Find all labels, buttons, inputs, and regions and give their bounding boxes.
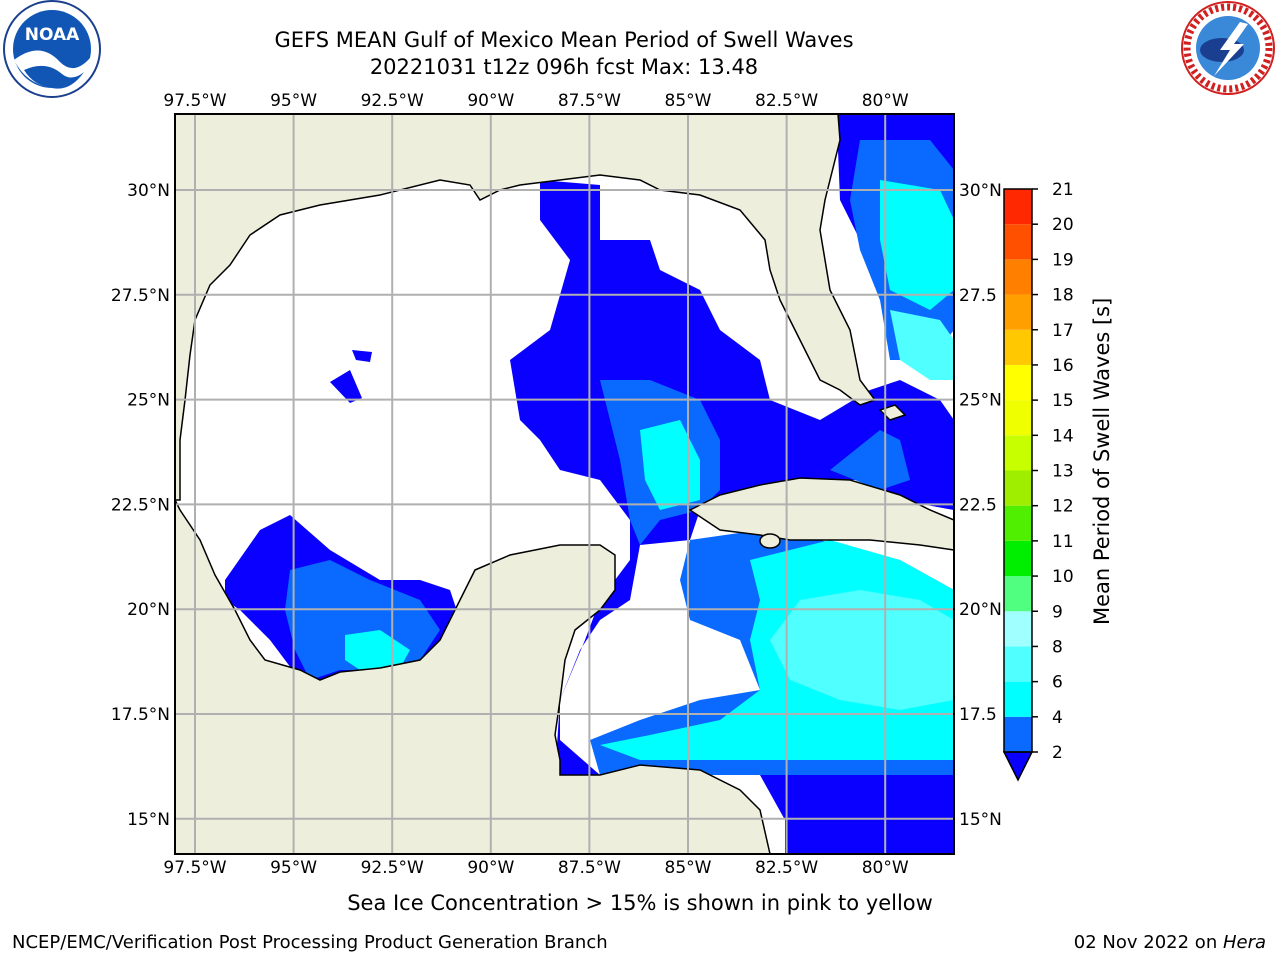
credit-date-text: 02 Nov 2022 on (1073, 932, 1223, 953)
land-region (174, 113, 877, 501)
colorbar-tick-label: 9 (1052, 602, 1063, 622)
lat-tick-label: 22.5°N (111, 495, 170, 515)
colorbar-tick-label: 12 (1052, 497, 1074, 517)
lon-tick-label: 87.5°W (558, 858, 621, 878)
colorbar-tick-label: 2 (1052, 743, 1063, 763)
colorbar-tick-label: 6 (1052, 673, 1063, 693)
colorbar-tick-label: 10 (1052, 567, 1074, 587)
lat-tick-label: 25°N (959, 391, 1002, 411)
colorbar-swatch (1004, 505, 1032, 541)
swell-period-region (890, 310, 954, 380)
credit-date: 02 Nov 2022 on Hera (1074, 932, 1266, 953)
colorbar-swatch (1004, 329, 1032, 365)
colorbar-swatch (1004, 716, 1032, 752)
credit-host: Hera (1222, 932, 1266, 953)
lon-tick-label: 85°W (665, 91, 712, 111)
lon-tick-label: 92.5°W (361, 91, 424, 111)
graticule (175, 114, 954, 854)
colorbar-tick-label: 20 (1052, 215, 1074, 235)
lon-tick-label: 87.5°W (558, 91, 621, 111)
lon-tick-label: 92.5°W (361, 858, 424, 878)
lon-tick-label: 95°W (270, 858, 317, 878)
lon-tick-label: 85°W (665, 858, 712, 878)
colorbar-tick-label: 8 (1052, 637, 1063, 657)
colorbar-swatch (1004, 611, 1032, 647)
map-panel: 97.5°W 95°W 92.5°W 90°W 87.5°W 85°W 82.5°W 80°W… (111, 91, 1002, 878)
colorbar: 2 4 6 8 9 10 11 12 13 14 15 16 17 18 19 20 21 (1002, 180, 1074, 782)
lon-tick-label: 82.5°W (755, 858, 818, 878)
lat-tick-label: 17.5 (959, 705, 997, 725)
lat-tick-label: 20°N (127, 600, 170, 620)
lat-ticks-right: 30°N 27.5 25°N 22.5 20°N 17.5 15°N (959, 181, 1002, 830)
island (759, 533, 781, 549)
colorbar-tick-label: 19 (1052, 250, 1074, 270)
lon-tick-label: 97.5°W (163, 858, 226, 878)
land-mask (174, 113, 955, 855)
lat-tick-label: 25°N (127, 391, 170, 411)
swell-period-region (330, 370, 362, 403)
swell-period-region (640, 420, 700, 510)
land-region (878, 404, 907, 421)
colorbar-tick-label: 16 (1052, 356, 1074, 376)
colorbar-tick-label: 11 (1052, 532, 1074, 552)
colorbar-swatch (1004, 540, 1032, 577)
lat-tick-label: 30°N (959, 181, 1002, 201)
chart-subtitle: 20221031 t12z 096h fcst Max: 13.48 (369, 55, 759, 79)
colorbar-tick-label: 14 (1052, 426, 1074, 446)
noaa-logo-text: NOAA (25, 25, 80, 45)
lon-tick-label: 82.5°W (755, 91, 818, 111)
map-frame (174, 113, 955, 855)
swell-period-region (830, 430, 910, 490)
lon-tick-label: 80°W (862, 91, 909, 111)
lat-tick-label: 27.5 (959, 286, 997, 306)
colorbar-swatch (1004, 294, 1032, 330)
lat-tick-label: 30°N (127, 181, 170, 201)
swell-period-region (510, 180, 954, 854)
lat-tick-label: 15°N (127, 810, 170, 830)
colorbar-tick-label: 15 (1052, 391, 1074, 411)
colorbar-swatch (1004, 681, 1032, 717)
colorbar-label: Mean Period of Swell Waves [s] (1090, 297, 1114, 625)
colorbar-extend-min (1002, 751, 1034, 782)
credit-branch: NCEP/EMC/Verification Post Processing Pr… (12, 932, 608, 953)
nws-logo (1181, 1, 1275, 95)
noaa-logo: NOAA (3, 0, 101, 98)
colorbar-swatch (1004, 189, 1032, 225)
colorbar-tick-label: 13 (1052, 462, 1074, 482)
swell-period-region (345, 630, 410, 670)
lat-ticks-left: 30°N 27.5°N 25°N 22.5°N 20°N 17.5°N 15°N (111, 181, 170, 830)
lon-tick-label: 97.5°W (163, 91, 226, 111)
colorbar-swatch (1004, 646, 1032, 682)
land-region (174, 499, 771, 855)
colorbar-tick-label: 18 (1052, 286, 1074, 306)
colorbar-tick-label: 21 (1052, 180, 1074, 200)
colorbar-swatch (1004, 364, 1032, 401)
lon-tick-label: 95°W (270, 91, 317, 111)
swell-period-region (880, 180, 954, 310)
lat-tick-label: 20°N (959, 600, 1002, 620)
colorbar-swatch (1004, 224, 1032, 260)
lat-tick-label: 17.5°N (111, 705, 170, 725)
colorbar-swatch (1004, 435, 1032, 471)
lon-tick-label: 90°W (467, 91, 514, 111)
lat-tick-label: 15°N (959, 810, 1002, 830)
colorbar-swatch (1004, 400, 1032, 436)
lat-tick-label: 27.5°N (111, 286, 170, 306)
colorbar-swatch (1004, 470, 1032, 506)
sea-ice-note: Sea Ice Concentration > 15% is shown in … (347, 891, 933, 915)
lon-tick-label: 80°W (862, 858, 909, 878)
colorbar-tick-label: 4 (1052, 708, 1063, 728)
lon-tick-label: 90°W (467, 858, 514, 878)
swell-period-region (770, 590, 954, 710)
lon-ticks-top: 97.5°W 95°W 92.5°W 90°W 87.5°W 85°W 82.5°W 80°W (163, 91, 908, 111)
lon-ticks-bottom: 97.5°W 95°W 92.5°W 90°W 87.5°W 85°W 82.5°W 80°W (163, 858, 908, 878)
swell-period-region (352, 350, 372, 362)
lat-tick-label: 22.5 (959, 495, 997, 515)
colorbar-tick-label: 17 (1052, 321, 1074, 341)
colorbar-swatch (1004, 576, 1032, 612)
colorbar-swatch (1004, 259, 1032, 295)
chart-title: GEFS MEAN Gulf of Mexico Mean Period of … (274, 28, 854, 52)
